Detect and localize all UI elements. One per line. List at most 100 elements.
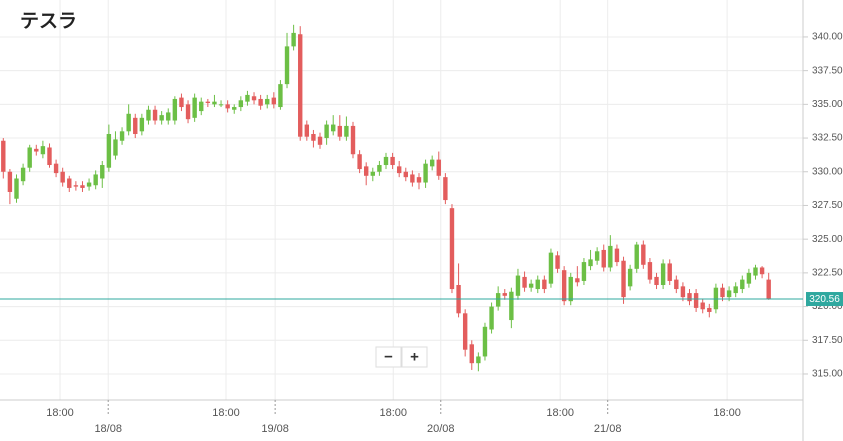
candle-body: [740, 279, 745, 290]
candle-body: [53, 163, 59, 174]
candle-body: [601, 249, 606, 268]
candle-body: [337, 125, 343, 137]
candle-body: [634, 244, 639, 269]
candle-body: [700, 302, 705, 310]
x-tick-label: 18:00: [546, 407, 574, 419]
candle-body: [469, 344, 474, 364]
candle-body: [561, 270, 567, 302]
candle-body: [93, 174, 98, 186]
candle-body: [258, 98, 263, 106]
y-tick-label: 335.00: [812, 99, 843, 110]
candle-body: [166, 112, 171, 121]
candle-body: [680, 286, 686, 298]
candle-body: [363, 166, 369, 176]
candle-body: [476, 356, 481, 364]
candle-body: [278, 84, 283, 108]
candle-body: [284, 46, 290, 85]
zoom-out-label[interactable]: −: [384, 348, 393, 365]
candles: [1, 24, 771, 372]
candle-body: [674, 279, 679, 290]
candle-body: [462, 313, 468, 350]
candle-body: [159, 115, 164, 121]
candle-body: [265, 98, 270, 105]
x-tick-label: 18:00: [379, 407, 407, 419]
candle-body: [522, 276, 527, 288]
candle-body: [60, 171, 65, 183]
x-tick-label: 18:00: [46, 407, 74, 419]
candle-body: [594, 251, 600, 261]
candle-body: [489, 306, 494, 330]
candle-body: [212, 101, 217, 105]
grid: [0, 0, 803, 400]
date-tick-label: 20/08: [427, 423, 455, 435]
y-tick-label: 337.50: [812, 65, 843, 76]
candle-body: [509, 291, 514, 321]
y-tick-label: 320.00: [812, 301, 843, 312]
candle-body: [232, 107, 237, 110]
candle-body: [528, 283, 534, 288]
candle-body: [502, 293, 507, 296]
candle-body: [647, 262, 653, 280]
candle-body: [80, 185, 85, 188]
candle-body: [383, 156, 389, 166]
candle-body: [548, 252, 554, 284]
zoom-in-label[interactable]: +: [410, 348, 419, 365]
candle-body: [218, 104, 224, 106]
candle-body: [396, 166, 402, 174]
candle-body: [185, 104, 191, 120]
candle-body: [73, 185, 79, 187]
zoom-in-button[interactable]: [401, 346, 428, 368]
candle-body: [291, 32, 296, 47]
candle-body: [86, 182, 92, 187]
candle-body: [568, 276, 573, 302]
candle-body: [331, 124, 336, 132]
candle-body: [495, 293, 501, 307]
candle-body: [146, 109, 151, 121]
y-tick-label: 325.00: [812, 234, 843, 245]
candle-body: [588, 259, 593, 267]
y-tick-label: 322.50: [812, 268, 843, 279]
candle-body: [317, 136, 323, 145]
y-tick-label: 317.50: [812, 335, 843, 346]
candle-body: [390, 156, 395, 166]
chart-title: テスラ: [20, 11, 77, 32]
zoom-controls: − +: [375, 346, 428, 368]
candle-body: [627, 268, 633, 287]
candle-body: [7, 171, 13, 192]
candle-body: [581, 262, 587, 281]
candle-body: [27, 147, 32, 168]
x-tick-label: 18:00: [713, 407, 741, 419]
candle-body: [179, 97, 184, 108]
candle-body: [133, 117, 138, 135]
candle-body: [733, 286, 738, 294]
candle-body: [271, 97, 277, 105]
candle-body: [67, 178, 72, 188]
candle-body: [515, 275, 521, 296]
candle-body: [20, 167, 26, 182]
candle-body: [449, 208, 455, 290]
candle-body: [14, 178, 19, 199]
candle-body: [172, 98, 178, 121]
candle-body: [687, 293, 692, 302]
candle-body: [192, 97, 197, 118]
candle-body: [251, 96, 257, 101]
candle-body: [113, 139, 118, 156]
candle-body: [357, 154, 362, 170]
candle-body: [304, 124, 310, 137]
candle-body: [298, 34, 303, 137]
zoom-out-button[interactable]: [375, 346, 402, 368]
y-tick-label: 327.50: [812, 200, 843, 211]
candle-body: [614, 248, 620, 263]
candle-body: [100, 165, 105, 179]
candle-body: [1, 140, 6, 172]
candle-body: [482, 326, 488, 357]
candle-body: [126, 113, 131, 132]
candle-body: [746, 272, 752, 284]
candle-body: [753, 267, 758, 276]
candle-body: [641, 244, 646, 265]
candle-body: [436, 159, 441, 176]
candle-body: [225, 104, 230, 109]
candle-body: [713, 287, 719, 310]
candle-body: [34, 148, 39, 152]
